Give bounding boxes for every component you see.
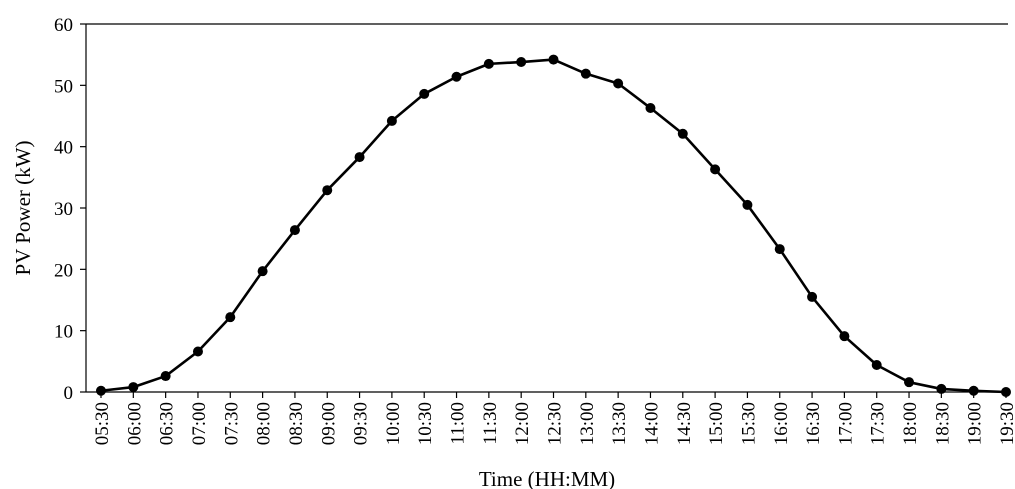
data-point — [516, 57, 527, 68]
x-tick-label: 13:30 — [609, 402, 630, 445]
x-tick-label: 18:30 — [932, 402, 953, 445]
x-tick-label: 14:30 — [674, 402, 695, 445]
y-tick-label: 60 — [54, 15, 73, 36]
x-tick-label: 07:00 — [189, 402, 210, 445]
x-tick-label: 15:30 — [738, 402, 759, 445]
x-tick-label: 17:00 — [835, 402, 856, 445]
data-point — [742, 199, 753, 210]
y-axis-title: PV Power (kW) — [11, 141, 35, 276]
data-point — [677, 128, 688, 139]
data-point — [322, 185, 333, 196]
x-tick-label: 08:00 — [254, 402, 275, 445]
x-tick-label: 16:00 — [771, 402, 792, 445]
x-axis-title: Time (HH:MM) — [479, 467, 615, 489]
x-tick-label: 10:00 — [383, 402, 404, 445]
data-point — [871, 360, 882, 371]
x-tick-label: 13:00 — [577, 402, 598, 445]
data-point — [386, 115, 397, 126]
data-point — [710, 164, 721, 175]
y-tick-label: 20 — [54, 260, 73, 281]
x-tick-label: 17:30 — [868, 402, 889, 445]
x-axis-ticks: 05:30 06:00 06:30 07:00 07:30 08:00 08:30 09:00… — [92, 392, 1015, 445]
data-point — [160, 371, 171, 382]
x-tick-label: 12:30 — [545, 402, 566, 445]
x-tick-label: 16:30 — [803, 402, 824, 445]
x-tick-label: 19:00 — [965, 402, 986, 445]
data-point — [645, 103, 656, 114]
x-tick-label: 15:00 — [706, 402, 727, 445]
data-point — [548, 54, 559, 65]
data-point — [1001, 387, 1011, 397]
data-point — [580, 68, 591, 79]
data-point — [192, 346, 203, 357]
x-tick-label: 08:30 — [286, 402, 307, 445]
y-tick-label: 30 — [54, 199, 73, 220]
data-point — [968, 385, 979, 396]
data-point — [96, 385, 106, 396]
y-tick-label: 0 — [64, 383, 74, 404]
x-tick-label: 19:30 — [997, 402, 1015, 445]
data-point — [419, 88, 430, 99]
x-tick-label: 11:00 — [448, 402, 469, 445]
data-point — [451, 71, 462, 82]
x-tick-label: 09:30 — [351, 402, 372, 445]
data-point — [839, 331, 850, 342]
x-tick-label: 07:30 — [221, 402, 242, 445]
data-point — [354, 152, 365, 163]
x-tick-label: 11:30 — [480, 402, 501, 445]
data-point — [483, 58, 494, 69]
x-tick-label: 05:30 — [92, 402, 113, 445]
data-point — [936, 383, 947, 394]
data-point — [257, 266, 268, 277]
data-point — [289, 225, 300, 236]
x-tick-label: 18:00 — [900, 402, 921, 445]
series-line — [100, 58, 1007, 394]
data-points — [96, 54, 1011, 397]
data-point — [904, 377, 915, 388]
y-tick-label: 10 — [54, 322, 73, 343]
x-tick-label: 06:00 — [124, 402, 145, 445]
x-tick-label: 12:00 — [512, 402, 533, 445]
x-tick-label: 09:00 — [318, 402, 339, 445]
y-axis-ticks: 0 10 20 30 40 50 60 — [54, 15, 86, 404]
x-tick-label: 14:00 — [641, 402, 662, 445]
data-point — [128, 382, 139, 393]
y-tick-label: 50 — [54, 76, 73, 97]
data-point — [613, 78, 624, 89]
y-tick-label: 40 — [54, 138, 73, 159]
axes — [85, 23, 1008, 393]
x-tick-label: 06:30 — [157, 402, 178, 445]
data-point — [807, 291, 818, 302]
data-point — [774, 244, 785, 255]
series-line-layer — [100, 58, 1007, 394]
x-tick-label: 10:30 — [415, 402, 436, 445]
data-point — [225, 312, 236, 323]
